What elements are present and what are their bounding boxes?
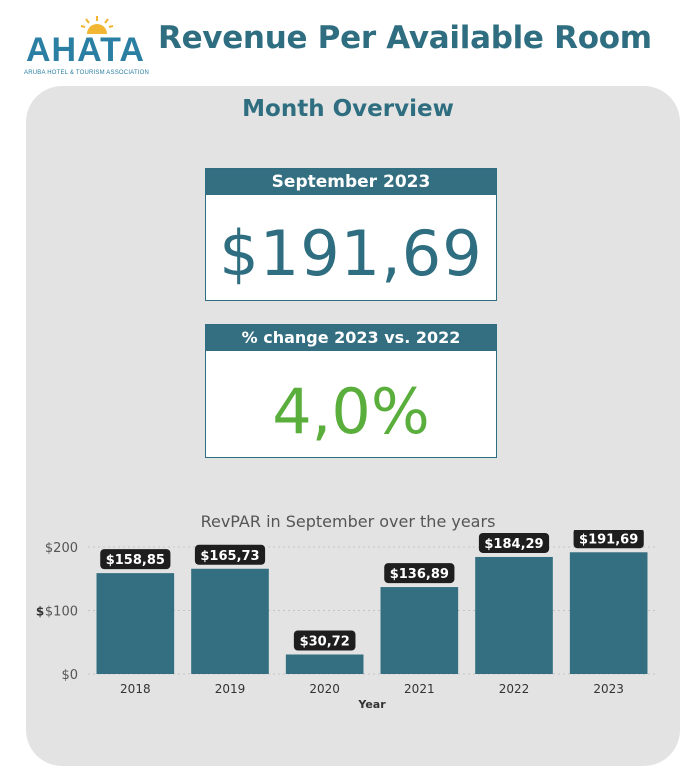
data-label: $136,89: [390, 567, 449, 582]
page-title: Revenue Per Available Room: [158, 20, 652, 56]
bar-2020: [285, 654, 364, 674]
y-tick-label: $200: [45, 541, 78, 556]
x-tick-label: 2022: [499, 682, 530, 696]
data-label: $158,85: [106, 553, 165, 568]
data-label-bg: [293, 630, 356, 651]
kpi-month-label: September 2023: [206, 169, 496, 195]
bar-2018: [96, 573, 175, 674]
y-tick-label: $0: [61, 668, 78, 683]
kpi-change-label: % change 2023 vs. 2022: [206, 325, 496, 351]
x-axis-label: Year: [357, 698, 386, 711]
logo-text: AHATA: [26, 31, 145, 69]
x-tick-label: 2019: [215, 682, 246, 696]
bar-2021: [380, 587, 459, 674]
chart-title: RevPAR in September over the years: [200, 512, 496, 531]
x-tick-label: 2020: [309, 682, 340, 696]
x-tick-label: 2023: [593, 682, 624, 696]
kpi-month-value: $191,69: [219, 217, 483, 290]
kpi-card-month: September 2023 $191,69: [205, 168, 497, 301]
data-label: $184,29: [484, 537, 543, 552]
logo-subtitle: ARUBA HOTEL & TOURISM ASSOCIATION: [24, 70, 150, 76]
data-label-bg: [194, 544, 266, 565]
ahata-logo: AHATA ARUBA HOTEL & TOURISM ASSOCIATION: [22, 14, 150, 76]
kpi-card-change: % change 2023 vs. 2022 4,0%: [205, 324, 497, 458]
bar-2023: [569, 552, 648, 674]
data-label: $30,72: [300, 634, 350, 649]
data-label: $191,69: [579, 532, 638, 547]
x-tick-label: 2021: [404, 682, 435, 696]
y-tick-label: $100: [45, 605, 78, 620]
y-axis-label: $: [36, 605, 44, 619]
section-title: Month Overview: [242, 96, 454, 122]
bar-2019: [191, 568, 269, 674]
revpar-bar-chart: $0 $100 $200 $ $158,85 2018 $165,73 2019 $30,72 2…: [36, 530, 656, 711]
kpi-change-value: 4,0%: [272, 375, 430, 448]
data-label-bg: [100, 549, 171, 570]
data-label: $165,73: [200, 549, 259, 564]
data-label-bg: [573, 530, 644, 549]
x-tick-label: 2018: [120, 682, 151, 696]
data-label-bg: [478, 532, 550, 553]
bar-2022: [475, 556, 553, 674]
data-label-bg: [384, 563, 455, 584]
sun-icon: [80, 16, 114, 34]
